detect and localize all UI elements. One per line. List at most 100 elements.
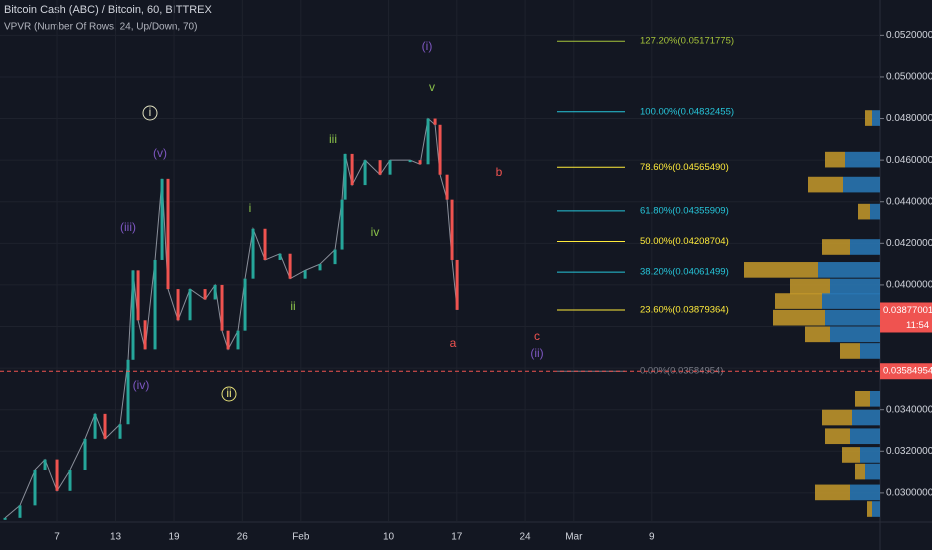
- volume-down: [855, 390, 870, 407]
- candle: [426, 118, 430, 165]
- candle: [408, 160, 412, 163]
- price-line: [4, 117, 458, 519]
- volume-down: [790, 278, 830, 295]
- volume-up: [850, 239, 880, 255]
- x-tick-label: 10: [383, 532, 395, 543]
- volume-up: [870, 390, 880, 407]
- volume-down: [822, 239, 850, 255]
- candle: [226, 330, 230, 350]
- fib-label: 100.00%(0.04832455): [640, 106, 734, 117]
- last-price-box: [880, 302, 932, 333]
- candle: [68, 470, 72, 491]
- candle: [55, 459, 59, 491]
- wave-label: iii: [329, 132, 337, 146]
- candle: [213, 284, 217, 300]
- wave-label: ii: [290, 299, 295, 313]
- x-tick-label: 7: [54, 532, 60, 543]
- wave-label: c: [534, 329, 540, 343]
- countdown: 11:54: [906, 320, 929, 331]
- volume-up: [850, 428, 880, 445]
- candle: [333, 249, 337, 265]
- candle: [263, 228, 267, 260]
- wave-label: (ii): [530, 346, 543, 360]
- wave-circle: [142, 105, 158, 121]
- candle: [251, 228, 255, 279]
- candle: [340, 199, 344, 250]
- candle: [278, 253, 282, 260]
- x-tick-label: 19: [168, 532, 180, 543]
- alert-price-box: [880, 363, 932, 380]
- candle: [118, 424, 122, 439]
- candle: [318, 264, 322, 271]
- alert-price-label: 0.03584954: [883, 366, 932, 377]
- candle: [83, 438, 87, 471]
- volume-up: [830, 326, 880, 343]
- fib-label: 127.20%(0.05171775): [640, 36, 734, 47]
- candle: [131, 270, 135, 360]
- volume-down: [744, 262, 818, 278]
- volume-up: [825, 309, 880, 326]
- volume-up: [872, 110, 880, 126]
- wave-label: iv: [371, 225, 380, 239]
- volume-down: [825, 428, 850, 445]
- wave-label: (iii): [120, 220, 136, 234]
- wave-label: i: [249, 201, 252, 215]
- x-tick-label: 26: [237, 532, 249, 543]
- volume-down: [773, 309, 825, 326]
- fib-label: 38.20%(0.04061499): [640, 267, 729, 278]
- candle: [203, 289, 207, 300]
- candle: [136, 270, 140, 321]
- fib-label: 61.80%(0.04355909): [640, 205, 729, 216]
- volume-down: [867, 501, 872, 517]
- fib-label: 50.00%(0.04208704): [640, 236, 729, 247]
- volume-up: [845, 151, 880, 168]
- candle: [33, 470, 37, 506]
- candle: [153, 259, 157, 350]
- x-tick-label: 17: [451, 532, 463, 543]
- volume-down: [855, 463, 865, 480]
- volume-up: [872, 501, 880, 517]
- x-tick-label: 13: [110, 532, 122, 543]
- candle: [160, 178, 164, 260]
- wave-label: (iv): [133, 378, 150, 392]
- candle: [126, 359, 130, 425]
- volume-up: [818, 262, 880, 278]
- chart-title: Bitcoin Cash (ABC) / Bitcoin, 60, BITTRE…: [4, 4, 213, 16]
- wave-label: b: [496, 165, 503, 179]
- volume-up: [865, 463, 880, 480]
- candle: [418, 160, 422, 165]
- candle: [350, 153, 354, 186]
- y-tick-label: 0.05200000: [886, 30, 932, 41]
- candle: [378, 160, 382, 175]
- volume-up: [860, 447, 880, 463]
- candle: [188, 289, 192, 321]
- volume-down: [822, 409, 852, 426]
- candle: [455, 259, 459, 310]
- candle: [93, 413, 97, 439]
- volume-up: [852, 409, 880, 426]
- fib-label: 23.60%(0.03879364): [640, 305, 729, 316]
- wave-label: a: [450, 336, 457, 350]
- fib-label: 78.60%(0.04565490): [640, 162, 729, 173]
- volume-down: [825, 151, 845, 168]
- candle: [103, 413, 107, 439]
- wave-label: v: [429, 80, 435, 94]
- wave-label: (v): [153, 146, 167, 160]
- x-tick-label: Feb: [292, 532, 310, 543]
- candle: [243, 278, 247, 331]
- last-price-label: 0.03877001: [883, 305, 932, 316]
- candle: [220, 284, 224, 331]
- wave-label: i: [149, 105, 152, 119]
- volume-down: [775, 293, 822, 309]
- wave-label: ii: [226, 386, 231, 400]
- volume-up: [822, 293, 880, 309]
- volume-up: [830, 278, 880, 295]
